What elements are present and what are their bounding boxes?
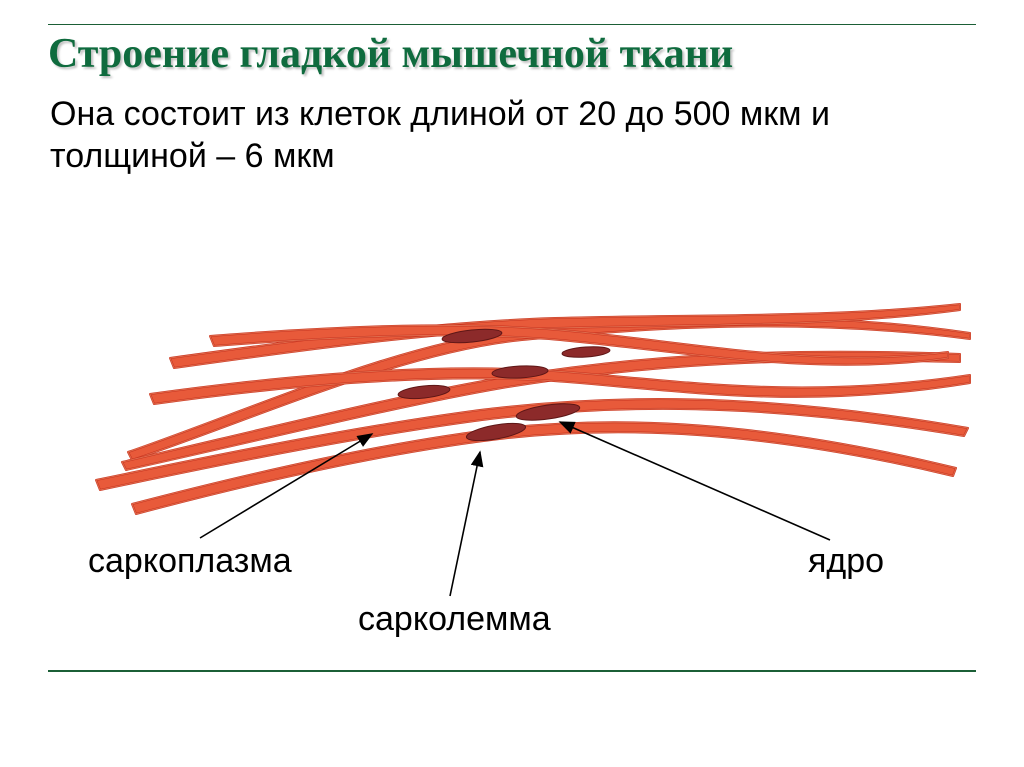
label-nucleus: ядро [808,542,884,581]
tissue-diagram [0,0,1024,767]
label-sarcolemma: сарколемма [358,600,551,639]
bottom-rule [48,670,976,672]
label-sarcoplasm: саркоплазма [88,542,292,581]
